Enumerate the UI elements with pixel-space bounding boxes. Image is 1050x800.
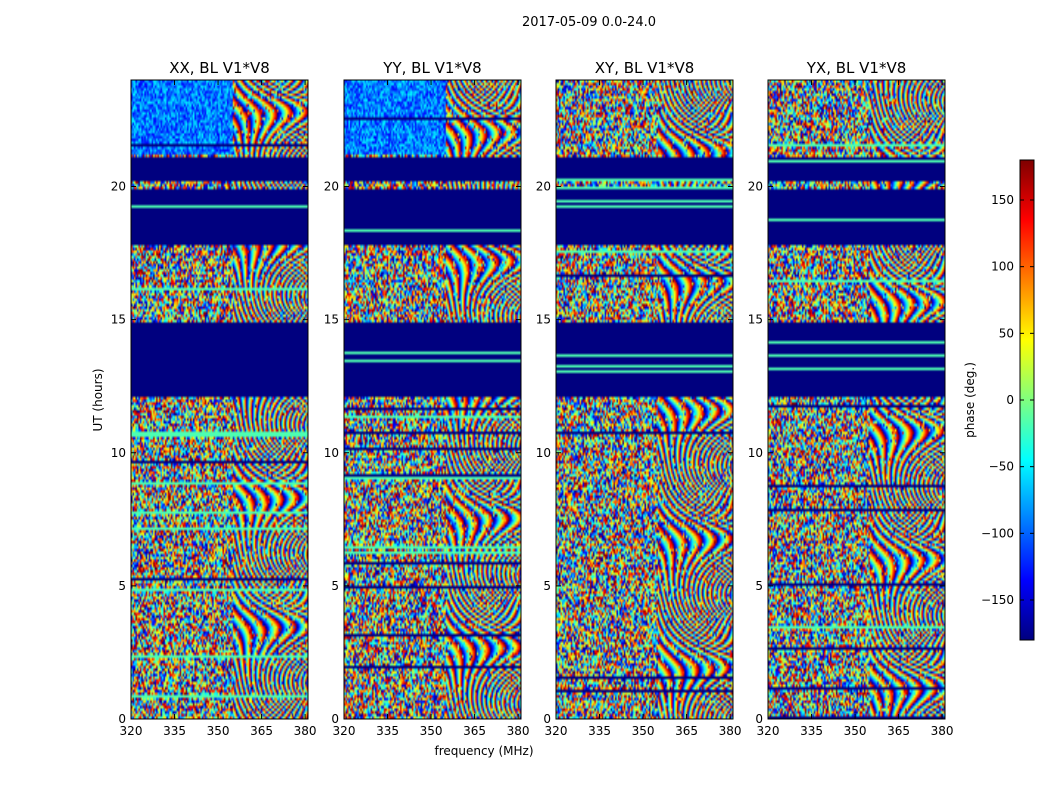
x-tick-label-2-4: 380 <box>719 724 742 738</box>
y-tick-label-3-3: 15 <box>748 313 763 327</box>
x-tick-label-3-4: 380 <box>931 724 954 738</box>
x-axis-label: frequency (MHz) <box>434 744 533 758</box>
y-tick-label-2-1: 5 <box>543 579 551 593</box>
colorbar: −150 −100 −50 0 50 100 150 phase (deg.) <box>963 159 1035 641</box>
x-tick-label-0-2: 350 <box>207 724 230 738</box>
x-tick-label-0-0: 320 <box>120 724 143 738</box>
y-tick-label-1-0: 0 <box>331 712 339 726</box>
panel-frame-0 <box>130 79 309 720</box>
y-tick-label-3-0: 0 <box>755 712 763 726</box>
phase-image-3 <box>768 80 945 719</box>
x-tick-label-3-2: 350 <box>844 724 867 738</box>
y-tick-label-0-2: 10 <box>111 446 126 460</box>
x-tick-label-2-1: 335 <box>588 724 611 738</box>
x-tick-label-3-0: 320 <box>757 724 780 738</box>
colorbar-label: phase (deg.) <box>963 362 977 438</box>
y-tick-label-2-2: 10 <box>536 446 551 460</box>
y-tick-label-0-4: 20 <box>111 180 126 194</box>
panel-1: YY, BL V1*V8 320 335 350 365 380 0 5 10 15 20 <box>324 59 530 738</box>
x-tick-label-0-1: 335 <box>163 724 186 738</box>
x-tick-label-3-3: 365 <box>887 724 910 738</box>
colorbar-tick-label-4: 50 <box>999 326 1014 340</box>
x-tick-label-2-2: 350 <box>632 724 655 738</box>
colorbar-tick-label-3: 0 <box>1006 393 1014 407</box>
y-tick-label-1-2: 10 <box>324 446 339 460</box>
panel-title-0: XX, BL V1*V8 <box>169 59 270 77</box>
x-tick-label-1-0: 320 <box>333 724 356 738</box>
panel-frame-2 <box>555 79 734 720</box>
y-tick-label-0-1: 5 <box>118 579 126 593</box>
x-tick-label-0-3: 365 <box>250 724 273 738</box>
panel-0: XX, BL V1*V8 320 335 350 365 380 0 5 10 15 20 <box>111 59 317 738</box>
colorbar-tick-label-5: 100 <box>991 260 1014 274</box>
x-tick-label-1-1: 335 <box>376 724 399 738</box>
panel-frame-3 <box>767 79 946 720</box>
panel-title-2: XY, BL V1*V8 <box>595 59 695 77</box>
colorbar-tick-label-1: −100 <box>981 526 1014 540</box>
phase-image-1 <box>344 80 521 719</box>
panel-title-3: YX, BL V1*V8 <box>806 59 907 77</box>
x-tick-label-1-3: 365 <box>463 724 486 738</box>
y-tick-label-1-3: 15 <box>324 313 339 327</box>
x-tick-label-3-1: 335 <box>800 724 823 738</box>
figure-title: 2017-05-09 0.0-24.0 <box>522 15 656 30</box>
panel-3: YX, BL V1*V8 320 335 350 365 380 0 5 10 15 20 <box>748 59 954 738</box>
y-tick-label-0-3: 15 <box>111 313 126 327</box>
y-tick-label-2-3: 15 <box>536 313 551 327</box>
y-tick-label-3-4: 20 <box>748 180 763 194</box>
colorbar-tick-label-6: 150 <box>991 193 1014 207</box>
y-tick-label-2-0: 0 <box>543 712 551 726</box>
y-tick-label-1-4: 20 <box>324 180 339 194</box>
colorbar-tick-label-2: −50 <box>989 460 1014 474</box>
colorbar-ticks: −150 −100 −50 0 50 100 150 <box>981 193 1034 607</box>
y-tick-label-3-1: 5 <box>755 579 763 593</box>
phase-image-2 <box>556 80 733 719</box>
panel-frame-1 <box>343 79 522 720</box>
y-tick-label-1-1: 5 <box>331 579 339 593</box>
x-tick-label-1-2: 350 <box>420 724 443 738</box>
x-tick-label-0-4: 380 <box>294 724 317 738</box>
colorbar-tick-label-0: −150 <box>981 593 1014 607</box>
x-tick-label-2-3: 365 <box>675 724 698 738</box>
y-tick-label-3-2: 10 <box>748 446 763 460</box>
panel-2: XY, BL V1*V8 320 335 350 365 380 0 5 10 15 20 <box>536 59 742 738</box>
x-tick-label-2-0: 320 <box>545 724 568 738</box>
y-tick-label-0-0: 0 <box>118 712 126 726</box>
y-tick-label-2-4: 20 <box>536 180 551 194</box>
phase-image-0 <box>131 80 308 719</box>
panel-title-1: YY, BL V1*V8 <box>382 59 481 77</box>
y-axis-label: UT (hours) <box>91 368 105 431</box>
x-tick-label-1-4: 380 <box>507 724 530 738</box>
